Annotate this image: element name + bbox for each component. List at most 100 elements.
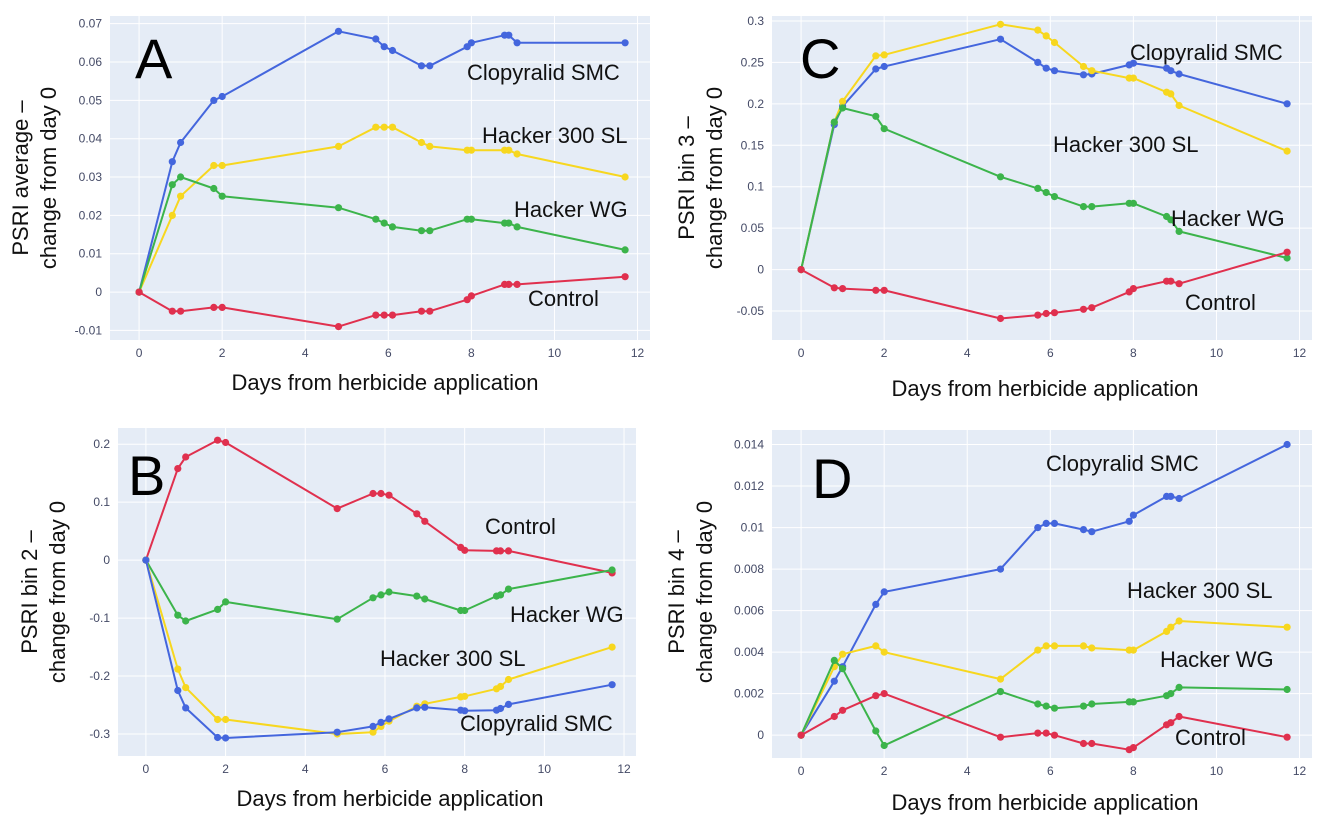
panel-d-label-hacker300: Hacker 300 SL bbox=[1127, 578, 1273, 603]
panel-c-ytick-label: 0.15 bbox=[741, 138, 765, 152]
panel-c-point-hacker-wg bbox=[1283, 254, 1291, 262]
panel-b-ytick-label: 0.2 bbox=[93, 437, 110, 451]
panel-d-point-control bbox=[1283, 733, 1291, 741]
panel-c-point-control bbox=[797, 266, 805, 274]
panel-a-point-control bbox=[177, 307, 185, 315]
panel-a-point-hacker-300-sl bbox=[417, 138, 426, 147]
panel-c-label-control: Control bbox=[1185, 290, 1256, 315]
panel-d-point-control bbox=[996, 733, 1005, 741]
panel-c-xtick-label: 2 bbox=[881, 346, 888, 360]
panel-d-point-clopyralid-smc bbox=[1125, 517, 1133, 525]
panel-b-label-control: Control bbox=[485, 514, 556, 539]
panel-c-point-control bbox=[1167, 277, 1175, 285]
panel-b-point-hacker-wg bbox=[461, 606, 469, 615]
panel-c-point-hacker-300-sl bbox=[872, 52, 880, 60]
panel-b-ticks: 0 2 4 6 8 10 12 -0.3 -0.2 -0.1 0 0.1 0.2 bbox=[89, 437, 631, 776]
panel-a-ytick-label: -0.01 bbox=[75, 323, 103, 337]
panel-d-point-clopyralid-smc bbox=[1283, 440, 1291, 449]
panel-a-point-hacker-wg bbox=[467, 215, 475, 223]
panel-b-ytick-label: -0.1 bbox=[89, 611, 110, 625]
panel-a-point-clopyralid-smc bbox=[334, 27, 343, 35]
panel-c-point-clopyralid-smc bbox=[996, 35, 1005, 43]
panel-a-point-hacker-300-sl bbox=[334, 142, 343, 150]
panel-c-point-hacker-wg bbox=[1079, 203, 1088, 211]
panel-b-point-hacker-wg bbox=[214, 605, 222, 614]
panel-b-point-hacker-300-sl bbox=[222, 715, 230, 724]
panel-c-letter: C bbox=[800, 27, 840, 90]
panel-b-point-clopyralid-smc bbox=[385, 715, 393, 723]
panel-b-point-clopyralid-smc bbox=[461, 707, 469, 715]
panel-b-ytick-label: 0 bbox=[103, 553, 110, 567]
panel-d-letter: D bbox=[812, 447, 852, 510]
panel-c-label-hackerwg: Hacker WG bbox=[1171, 206, 1285, 231]
panel-c-point-control bbox=[1050, 309, 1059, 317]
panel-c-point-hacker-300-sl bbox=[996, 20, 1005, 28]
panel-c-ytick-label: 0.05 bbox=[741, 221, 765, 235]
panel-a-point-clopyralid-smc bbox=[621, 39, 629, 47]
panel-d-ytick-label: 0 bbox=[757, 728, 764, 742]
panel-a-point-clopyralid-smc bbox=[210, 96, 218, 104]
panel-d-point-clopyralid-smc bbox=[996, 565, 1005, 573]
panel-c-point-control bbox=[1283, 248, 1291, 256]
panel-b-point-hacker-300-sl bbox=[608, 643, 616, 651]
panel-c-point-clopyralid-smc bbox=[872, 65, 880, 73]
panel-b-point-hacker-wg bbox=[222, 598, 230, 606]
panel-c-point-clopyralid-smc bbox=[880, 62, 888, 71]
panel-b-point-control bbox=[421, 517, 429, 525]
panel-b-point-clopyralid-smc bbox=[421, 703, 429, 711]
panel-c-ytick-label: 0.3 bbox=[747, 14, 764, 28]
panel-a: 0 2 4 6 8 10 12 -0.01 0 0.01 0.02 0.03 0.04 0.05 0.06 0… bbox=[8, 16, 650, 395]
panel-c-point-hacker-wg bbox=[872, 112, 880, 120]
panel-a-point-hacker-300-sl bbox=[372, 123, 380, 131]
panel-d-xtick-label: 10 bbox=[1210, 764, 1224, 778]
panel-c-ytick-label: -0.05 bbox=[737, 304, 765, 318]
panel-c-xtick-label: 10 bbox=[1210, 346, 1224, 360]
panel-d-point-hacker-300-sl bbox=[1050, 642, 1059, 650]
panel-b-xtick-label: 0 bbox=[143, 762, 150, 776]
panel-d-point-hacker-300-sl bbox=[839, 650, 847, 658]
panel-c-point-clopyralid-smc bbox=[1042, 64, 1050, 72]
panel-d-point-hacker-wg bbox=[880, 741, 888, 750]
panel-b-point-clopyralid-smc bbox=[377, 718, 385, 727]
panel-d-point-hacker-wg bbox=[839, 665, 847, 673]
panel-d-point-control bbox=[1175, 712, 1183, 721]
panel-c-point-control bbox=[830, 284, 838, 292]
panel-d-point-hacker-wg bbox=[1283, 685, 1291, 694]
panel-b-point-clopyralid-smc bbox=[608, 681, 616, 689]
panel-c-point-clopyralid-smc bbox=[1079, 71, 1088, 79]
panel-a-point-control bbox=[380, 311, 388, 319]
panel-a-point-hacker-300-sl bbox=[218, 161, 226, 170]
panel-d-label-hackerwg: Hacker WG bbox=[1160, 647, 1274, 672]
panel-b-point-hacker-wg bbox=[385, 588, 393, 596]
panel-a-point-clopyralid-smc bbox=[505, 31, 513, 39]
panel-b: 0 2 4 6 8 10 12 -0.3 -0.2 -0.1 0 0.1 0.2 B Control H… bbox=[17, 428, 636, 811]
panel-b-xtick-label: 12 bbox=[617, 762, 631, 776]
panel-a-point-hacker-300-sl bbox=[513, 150, 521, 158]
panel-a-point-hacker-wg bbox=[621, 246, 629, 254]
panel-c-label-hacker300: Hacker 300 SL bbox=[1053, 132, 1199, 157]
panel-c-ylabel-line1: PSRI bin 3 – bbox=[674, 115, 699, 239]
panel-b-point-hacker-wg bbox=[369, 594, 377, 602]
panel-a-xtick-label: 0 bbox=[136, 346, 143, 360]
panel-d-point-control bbox=[1079, 739, 1088, 748]
panel-b-point-clopyralid-smc bbox=[174, 686, 182, 695]
panel-c-point-hacker-wg bbox=[830, 118, 838, 126]
panel-a-point-hacker-300-sl bbox=[505, 146, 513, 154]
panel-d-point-hacker-wg bbox=[1129, 698, 1137, 706]
panel-d-point-clopyralid-smc bbox=[1175, 494, 1183, 503]
panel-d-point-clopyralid-smc bbox=[1088, 528, 1096, 536]
panel-d-point-control bbox=[872, 692, 880, 700]
panel-b-point-hacker-wg bbox=[413, 592, 421, 600]
panel-c-ylabel-line2: change from day 0 bbox=[702, 87, 727, 269]
panel-a-point-hacker-300-sl bbox=[168, 211, 176, 219]
panel-a-point-control bbox=[388, 311, 397, 319]
panel-a-point-control bbox=[417, 307, 426, 315]
panel-d-point-control bbox=[839, 706, 847, 714]
panel-c-plot-area bbox=[772, 16, 1312, 340]
panel-c-point-hacker-wg bbox=[1088, 203, 1096, 211]
panel-c-xlabel: Days from herbicide application bbox=[892, 376, 1199, 401]
panel-a-point-hacker-wg bbox=[513, 223, 521, 231]
panel-d-point-clopyralid-smc bbox=[1167, 492, 1175, 500]
panel-a-point-clopyralid-smc bbox=[417, 62, 426, 70]
